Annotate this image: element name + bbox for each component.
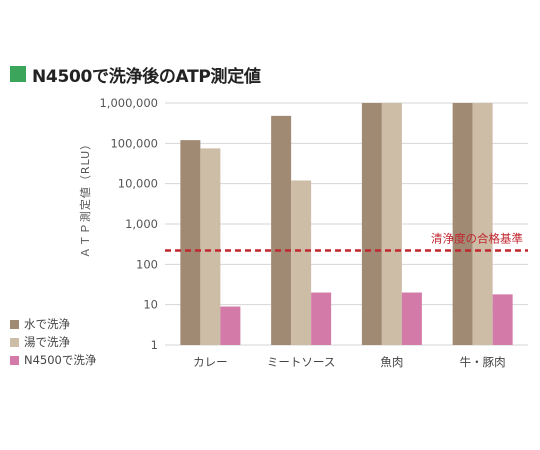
bar <box>492 294 513 345</box>
legend-item-n4500: N4500で洗浄 <box>10 351 96 369</box>
legend-label-water: 水で洗浄 <box>24 317 70 331</box>
legend-label-hot-water: 湯で洗浄 <box>24 335 70 349</box>
bar <box>472 103 493 345</box>
x-tick-label: カレー <box>193 355 228 369</box>
chart-title-text: N4500で洗浄後のATP測定値 <box>32 66 261 87</box>
bar <box>381 103 402 345</box>
y-tick-label: 1 <box>151 338 158 352</box>
y-tick-label: 10 <box>143 298 158 312</box>
bar <box>311 292 332 345</box>
legend-swatch-water <box>10 319 19 329</box>
y-tick-label: 1,000,000 <box>99 96 158 110</box>
y-tick-label: 10,000 <box>118 177 158 191</box>
y-tick-label: 100,000 <box>110 136 158 150</box>
legend-item-hot-water: 湯で洗浄 <box>10 333 96 351</box>
legend-swatch-n4500 <box>10 355 19 365</box>
legend-swatch-hot-water <box>10 337 19 347</box>
bar <box>220 306 241 345</box>
reference-line-label: 清浄度の合格基準 <box>431 232 523 246</box>
y-tick-label: 100 <box>136 257 158 271</box>
bar <box>180 140 201 345</box>
chart-title: N4500で洗浄後のATP測定値 <box>10 62 261 87</box>
bar <box>271 115 292 346</box>
bar <box>452 103 473 345</box>
legend: 水で洗浄 湯で洗浄 N4500で洗浄 <box>10 315 96 369</box>
y-axis-label: ＡＴＰ測定値（RLU） <box>78 138 92 258</box>
x-tick-label: ミートソース <box>267 355 335 369</box>
bar <box>200 148 221 345</box>
bar <box>361 103 382 345</box>
x-tick-label: 牛・豚肉 <box>460 355 506 369</box>
bar <box>291 180 312 345</box>
legend-label-n4500: N4500で洗浄 <box>24 353 97 367</box>
x-tick-label: 魚肉 <box>380 355 403 369</box>
title-marker-icon <box>10 66 26 82</box>
legend-item-water: 水で洗浄 <box>10 315 96 333</box>
y-tick-label: 1,000 <box>125 217 158 231</box>
bar <box>401 292 422 345</box>
